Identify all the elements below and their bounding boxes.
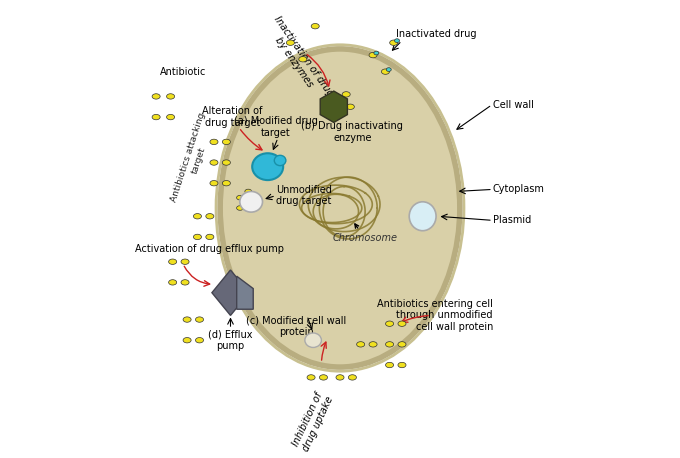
Text: (a) Modified drug
target: (a) Modified drug target	[234, 116, 318, 138]
Text: (d) Efflux
pump: (d) Efflux pump	[208, 330, 253, 351]
Ellipse shape	[181, 280, 189, 285]
Ellipse shape	[307, 375, 315, 380]
Ellipse shape	[381, 69, 390, 74]
Ellipse shape	[210, 180, 218, 186]
Text: Inactivation of drug
by enzymes: Inactivation of drug by enzymes	[262, 14, 335, 104]
Text: Chromosome: Chromosome	[333, 224, 397, 243]
Text: Unmodified
drug target: Unmodified drug target	[276, 185, 332, 207]
Ellipse shape	[167, 114, 175, 120]
Ellipse shape	[386, 362, 394, 368]
Ellipse shape	[369, 52, 377, 58]
Text: Cell wall: Cell wall	[493, 100, 534, 110]
Ellipse shape	[299, 56, 307, 62]
Ellipse shape	[348, 375, 356, 380]
Ellipse shape	[210, 160, 218, 165]
Text: Antibiotics attacking
target: Antibiotics attacking target	[169, 111, 217, 206]
Ellipse shape	[206, 234, 214, 240]
Polygon shape	[237, 276, 253, 309]
Ellipse shape	[386, 342, 394, 347]
Ellipse shape	[311, 23, 319, 29]
Ellipse shape	[305, 333, 322, 348]
Ellipse shape	[193, 213, 201, 219]
Ellipse shape	[386, 321, 394, 327]
Ellipse shape	[390, 40, 398, 45]
Ellipse shape	[181, 259, 189, 264]
Ellipse shape	[245, 189, 252, 194]
Ellipse shape	[222, 160, 231, 165]
Ellipse shape	[210, 139, 218, 145]
Ellipse shape	[274, 155, 286, 166]
Ellipse shape	[222, 139, 231, 145]
Ellipse shape	[394, 39, 400, 43]
Ellipse shape	[336, 375, 344, 380]
Text: Antibiotics entering cell
through unmodified
cell wall protein: Antibiotics entering cell through unmodi…	[377, 299, 493, 332]
Text: Cytoplasm: Cytoplasm	[493, 185, 545, 194]
Ellipse shape	[169, 280, 177, 285]
Ellipse shape	[167, 94, 175, 99]
Text: Inhibition of
drug uptake: Inhibition of drug uptake	[291, 390, 335, 453]
Ellipse shape	[152, 114, 160, 120]
Ellipse shape	[195, 317, 203, 322]
Ellipse shape	[193, 234, 201, 240]
Text: Inactivated drug: Inactivated drug	[396, 29, 476, 39]
Text: Antibiotic: Antibiotic	[160, 66, 207, 76]
Text: (c) Modified cell wall
protein: (c) Modified cell wall protein	[246, 316, 347, 337]
Ellipse shape	[398, 321, 406, 327]
Ellipse shape	[369, 342, 377, 347]
Ellipse shape	[346, 104, 354, 109]
Ellipse shape	[320, 375, 328, 380]
Ellipse shape	[245, 206, 252, 210]
Ellipse shape	[237, 196, 243, 200]
Ellipse shape	[169, 259, 177, 264]
Ellipse shape	[240, 191, 262, 212]
Polygon shape	[212, 270, 249, 316]
Ellipse shape	[206, 213, 214, 219]
Text: Activation of drug efflux pump: Activation of drug efflux pump	[135, 244, 284, 254]
Ellipse shape	[409, 202, 436, 231]
Ellipse shape	[374, 51, 379, 55]
Ellipse shape	[342, 92, 350, 97]
Ellipse shape	[398, 342, 406, 347]
Ellipse shape	[152, 94, 160, 99]
Ellipse shape	[195, 338, 203, 343]
Ellipse shape	[222, 180, 231, 186]
Ellipse shape	[183, 338, 191, 343]
Ellipse shape	[237, 206, 243, 210]
Ellipse shape	[386, 68, 391, 71]
Text: Alteration of
drug target: Alteration of drug target	[203, 106, 262, 128]
Ellipse shape	[398, 362, 406, 368]
Text: Plasmid: Plasmid	[493, 215, 531, 225]
Ellipse shape	[252, 153, 283, 180]
Text: (b) Drug inactivating
enzyme: (b) Drug inactivating enzyme	[301, 121, 403, 143]
Ellipse shape	[286, 40, 294, 45]
Ellipse shape	[356, 342, 364, 347]
Ellipse shape	[220, 49, 460, 367]
Ellipse shape	[183, 317, 191, 322]
